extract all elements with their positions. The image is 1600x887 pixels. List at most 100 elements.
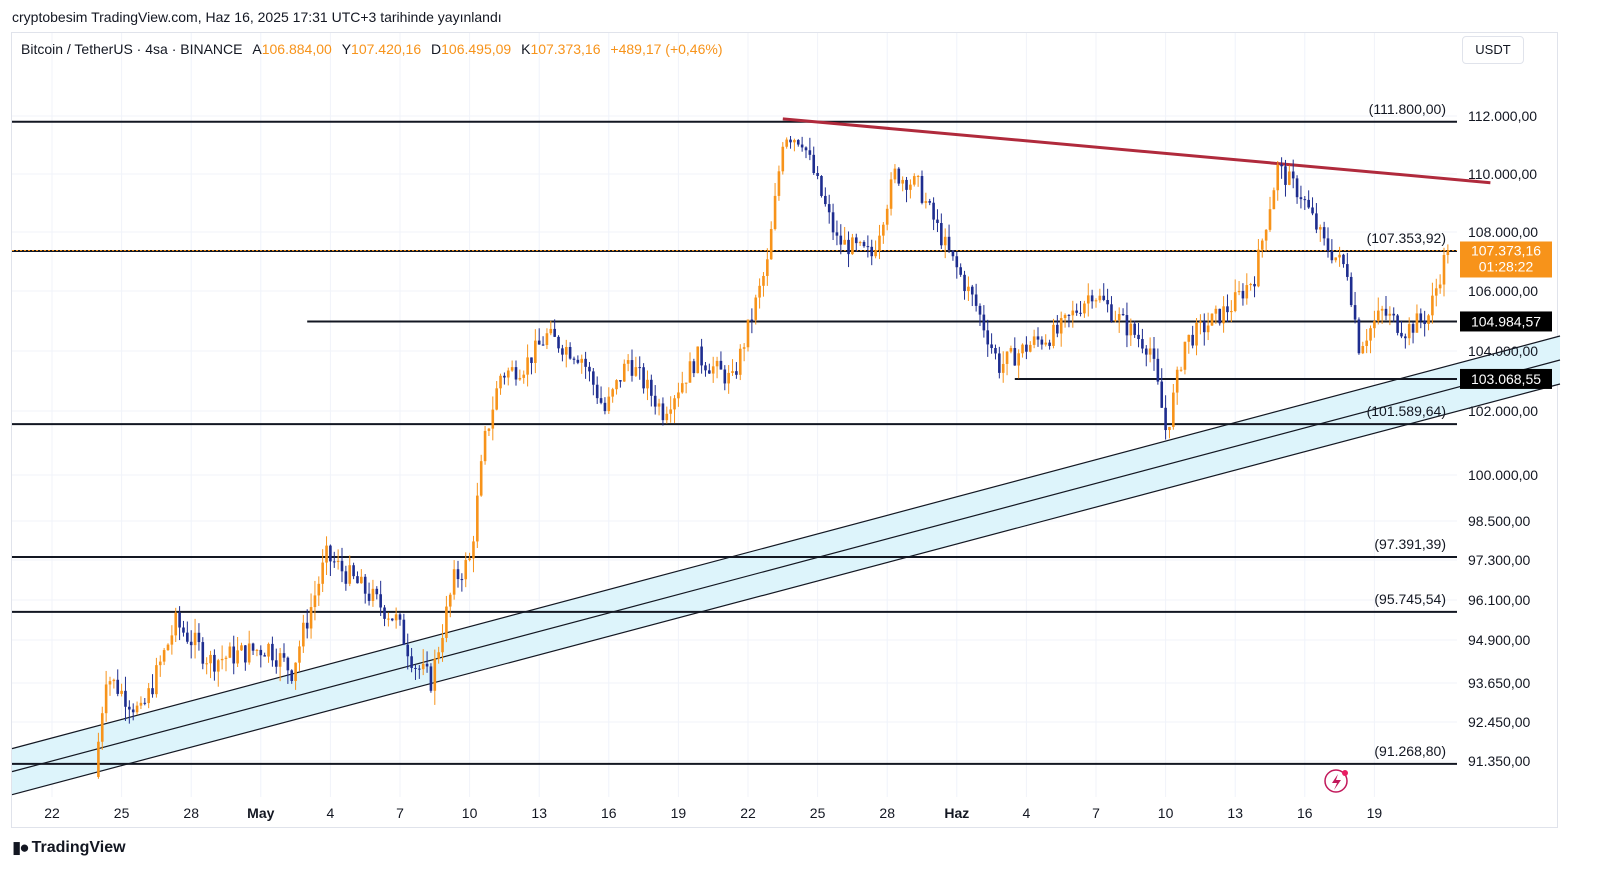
chart-frame	[11, 32, 1558, 828]
candle-body	[274, 660, 278, 667]
tradingview-logo[interactable]: ▮● TradingView	[12, 838, 126, 858]
candle-body	[986, 330, 990, 345]
candle-body	[1160, 381, 1164, 408]
candle-body	[1141, 339, 1144, 349]
candle-body	[1411, 324, 1415, 333]
candle-body	[1442, 254, 1446, 285]
candle-body	[464, 560, 468, 580]
candle-body	[1322, 227, 1326, 239]
symbol-label[interactable]: Bitcoin / TetherUS · 4sa · BINANCE	[21, 41, 243, 57]
candle-body	[143, 702, 147, 704]
channel-line-lower	[11, 383, 1561, 796]
candle-body	[425, 663, 429, 667]
currency-selector[interactable]: USDT	[1462, 36, 1524, 64]
y-tick-label: 92.450,00	[1468, 714, 1530, 730]
candle-body	[1156, 358, 1160, 382]
candle-body	[1299, 197, 1303, 200]
lightning-icon-dot	[1342, 770, 1348, 776]
channel-line-upper	[11, 335, 1561, 750]
candle-body	[220, 658, 224, 661]
candle-body	[777, 171, 781, 196]
candle-body	[298, 646, 301, 663]
candle-body	[963, 274, 966, 292]
candle-body	[878, 235, 881, 251]
candle-body	[615, 380, 618, 390]
x-tick-label: 7	[1092, 805, 1100, 821]
x-tick-label: 25	[114, 805, 130, 821]
candle-body	[1361, 346, 1365, 354]
close-label: K	[521, 41, 531, 57]
candle-body	[267, 643, 270, 657]
candle-body	[189, 641, 193, 646]
candle-body	[1342, 254, 1345, 265]
candle-body	[170, 635, 174, 645]
candle-body	[178, 612, 181, 628]
candle-body	[920, 176, 924, 203]
candle-body	[514, 367, 518, 380]
candle-body	[626, 360, 630, 364]
last-price-countdown: 01:28:22	[1479, 258, 1534, 274]
candle-body	[947, 236, 951, 251]
candle-body	[847, 239, 850, 255]
candle-body	[1063, 314, 1067, 319]
candle-body	[642, 367, 645, 389]
candle-body	[680, 383, 684, 393]
candle-body	[534, 340, 537, 363]
candle-body	[1172, 392, 1175, 427]
candle-body	[967, 286, 970, 292]
candle-body	[1052, 324, 1055, 346]
level-label: (95.745,54)	[1374, 591, 1446, 607]
candle-body	[607, 396, 611, 412]
low-value: 106.495,09	[441, 41, 512, 57]
candle-body	[940, 223, 943, 246]
candle-body	[1191, 334, 1194, 346]
candle-body	[1005, 351, 1009, 364]
x-tick-label: 28	[183, 805, 199, 821]
candle-body	[630, 360, 634, 376]
candle-body	[943, 236, 947, 246]
candle-body	[398, 614, 402, 620]
candle-body	[1446, 250, 1450, 255]
candle-body	[193, 632, 197, 646]
x-tick-label: 13	[1227, 805, 1243, 821]
candle-body	[182, 627, 185, 633]
candle-body	[232, 646, 236, 664]
candle-body	[1404, 336, 1407, 339]
x-tick-label: May	[247, 805, 274, 821]
candle-body	[418, 668, 421, 670]
candle-body	[1369, 328, 1372, 341]
candle-body	[568, 346, 572, 359]
candle-body	[955, 256, 959, 268]
candle-body	[1230, 311, 1233, 313]
candle-body	[727, 372, 730, 384]
candle-body	[684, 382, 688, 384]
change-value: +489,17 (+0,46%)	[610, 41, 723, 57]
candle-body	[367, 593, 371, 601]
candle-body	[387, 618, 390, 620]
candle-body	[793, 140, 796, 143]
candle-body	[692, 361, 696, 374]
candle-body	[665, 413, 669, 421]
candle-body	[224, 657, 228, 659]
candle-body	[476, 495, 479, 542]
candle-body	[495, 388, 498, 410]
candle-body	[1102, 295, 1106, 300]
y-tick-label: 93.650,00	[1468, 675, 1530, 691]
candle-body	[611, 389, 614, 397]
candle-body	[1009, 348, 1013, 352]
candle-body	[1079, 312, 1082, 314]
candle-body	[1260, 240, 1264, 250]
candle-body	[661, 403, 665, 421]
candle-body	[549, 328, 553, 334]
candle-body	[1311, 207, 1314, 214]
candle-body	[1098, 295, 1102, 301]
candle-body	[526, 357, 529, 375]
candle-body	[1025, 344, 1028, 352]
candle-body	[874, 250, 877, 257]
candle-body	[588, 366, 591, 372]
candle-body	[1253, 283, 1256, 287]
x-tick-label: 7	[396, 805, 404, 821]
candle-body	[414, 667, 417, 669]
high-label: Y	[341, 41, 352, 57]
